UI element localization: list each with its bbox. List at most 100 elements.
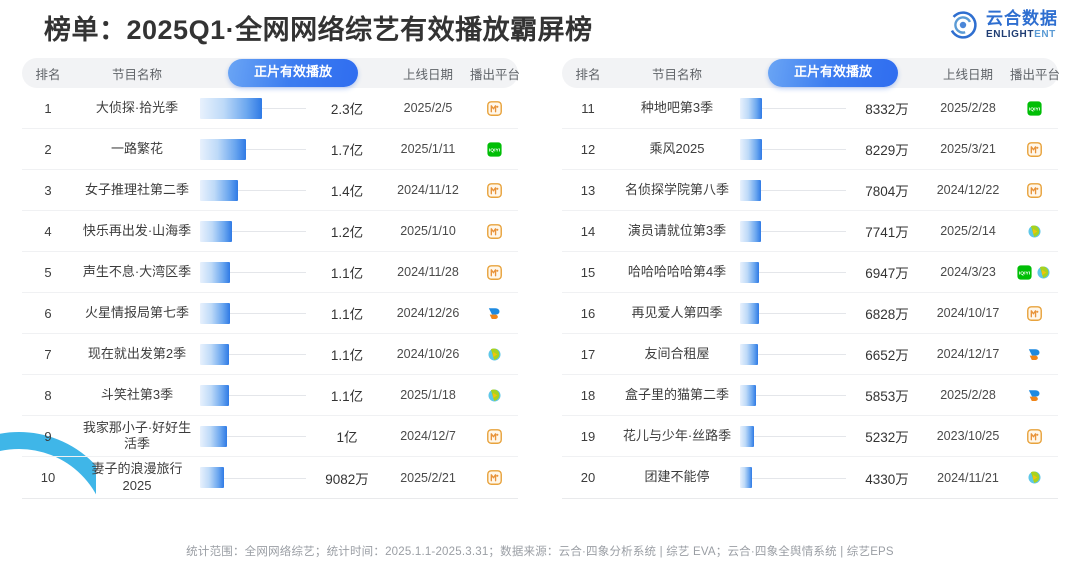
table-row[interactable]: 15 哈哈哈哈哈第4季 6947万 2024/3/23 iQIYI (562, 252, 1058, 293)
column-header-name: 节目名称 (111, 67, 162, 82)
cell-show-name: 盒子里的猫第二季 (624, 386, 729, 402)
cell-release-date: 2024/12/22 (936, 183, 1000, 197)
youku-icon (1028, 348, 1039, 360)
cell-release-date: 2024/10/17 (936, 306, 1000, 320)
cell-play-value: 1.7亿 (330, 143, 364, 158)
cell-rank: 10 (40, 470, 56, 485)
cell-play-value: 1.1亿 (330, 389, 364, 404)
column-header-plays[interactable]: 正片有效播放 (227, 59, 358, 87)
table-row[interactable]: 19 花儿与少年·丝路季 5232万 2023/10/25 (562, 416, 1058, 457)
table-row[interactable]: 2 一路繁花 1.7亿 2025/1/11 iQIYI (22, 129, 518, 170)
cell-play-value: 8229万 (865, 143, 909, 158)
table-row[interactable]: 1 大侦探·拾光季 2.3亿 2025/2/5 (22, 88, 518, 129)
cell-rank: 7 (44, 346, 52, 362)
poster-footer: 统计范围：全网网络综艺；统计时间：2025.1.1-2025.3.31；数据来源… (0, 542, 1080, 560)
mango-tv-icon (1026, 182, 1042, 198)
cell-rank: 17 (580, 346, 596, 362)
column-header-plays[interactable]: 正片有效播放 (767, 59, 898, 87)
cell-release-date: 2025/2/28 (940, 101, 996, 115)
table-row[interactable]: 11 种地吧第3季 8332万 2025/2/28 iQIYI (562, 88, 1058, 129)
cell-play-bar (200, 179, 308, 201)
svg-text:iQIYI: iQIYI (1028, 106, 1040, 112)
table-row[interactable]: 6 火星情报局第七季 1.1亿 2024/12/26 (22, 293, 518, 334)
bar-fill (200, 425, 227, 447)
cell-release-date: 2024/12/17 (936, 347, 1000, 361)
cell-play-value: 9082万 (325, 471, 369, 487)
cell-release-date: 2025/3/21 (940, 142, 996, 156)
bar-track (200, 272, 306, 273)
brand-name-en: ENLIGHTENT (986, 30, 1058, 40)
cell-rank: 12 (580, 141, 596, 157)
bar-track (200, 436, 306, 437)
cell-platform (1010, 141, 1058, 158)
table-row[interactable]: 13 名侦探学院第八季 7804万 2024/12/22 (562, 170, 1058, 211)
cell-play-bar (200, 467, 308, 489)
cell-play-bar (200, 138, 308, 160)
bar-track (740, 108, 846, 109)
cell-show-name: 我家那小子·好好生活季 (82, 419, 192, 451)
column-header-platform: 播出平台 (1010, 67, 1061, 82)
table-row[interactable]: 9 我家那小子·好好生活季 1亿 2024/12/7 (22, 416, 518, 457)
bar-track (740, 354, 846, 355)
cell-play-bar (200, 384, 308, 406)
table-row[interactable]: 17 友间合租屋 6652万 2024/12/17 (562, 334, 1058, 375)
bar-track (740, 149, 846, 150)
table-row[interactable]: 7 现在就出发第2季 1.1亿 2024/10/26 (22, 334, 518, 375)
cell-platform (470, 346, 518, 363)
table-row[interactable]: 12 乘风2025 8229万 2025/3/21 (562, 129, 1058, 170)
cell-play-bar (740, 343, 848, 365)
table-row[interactable]: 18 盒子里的猫第二季 5853万 2025/2/28 (562, 375, 1058, 416)
cell-show-name: 女子推理社第二季 (84, 181, 189, 197)
bar-fill (740, 467, 752, 488)
cell-rank: 18 (580, 387, 596, 403)
cell-play-value: 6828万 (865, 307, 909, 322)
table-row[interactable]: 4 快乐再出发·山海季 1.2亿 2025/1/10 (22, 211, 518, 252)
table-row[interactable]: 5 声生不息·大湾区季 1.1亿 2024/11/28 (22, 252, 518, 293)
cell-play-bar (740, 261, 848, 283)
bar-fill (740, 425, 755, 447)
bar-fill (740, 179, 762, 201)
bar-track (740, 190, 846, 191)
table-row[interactable]: 10 妻子的浪漫旅行2025 9082万 2025/2/21 (22, 457, 518, 498)
tencent-video-icon (487, 347, 501, 361)
bar-track (200, 149, 306, 150)
table-row[interactable]: 16 再见爱人第四季 6828万 2024/10/17 (562, 293, 1058, 334)
mango-tv-icon (486, 100, 502, 116)
cell-release-date: 2025/2/28 (940, 388, 996, 402)
cell-play-value: 2.3亿 (330, 102, 364, 117)
cell-rank: 14 (580, 223, 596, 239)
svg-text:iQIYI: iQIYI (1019, 270, 1031, 276)
column-header-plays-wrap: 正片有效播放 (740, 59, 926, 87)
cell-play-value: 7804万 (865, 184, 909, 199)
cell-play-value: 4330万 (865, 471, 909, 487)
ranking-tables: 排名 节目名称 正片有效播放 上线日期 播出平台 1 大侦探·拾光季 2.3亿 202… (0, 58, 1080, 499)
column-header-name: 节目名称 (651, 67, 702, 82)
bar-fill (200, 220, 233, 242)
table-row[interactable]: 20 团建不能停 4330万 2024/11/21 (562, 457, 1058, 498)
cell-release-date: 2025/2/5 (403, 101, 453, 115)
cell-play-value: 8332万 (865, 102, 909, 117)
cell-release-date: 2025/2/14 (940, 224, 996, 238)
cell-platform (1010, 387, 1058, 404)
cell-play-bar (740, 467, 848, 489)
tencent-video-icon (1027, 471, 1041, 484)
cell-platform (1010, 428, 1058, 445)
bar-track (740, 477, 846, 479)
cell-show-name: 种地吧第3季 (640, 99, 714, 115)
cell-release-date: 2024/3/23 (940, 265, 996, 279)
cell-rank: 8 (44, 387, 52, 403)
table-row[interactable]: 14 演员请就位第3季 7741万 2025/2/14 (562, 211, 1058, 252)
tencent-video-icon (1037, 265, 1050, 279)
cell-rank: 6 (44, 305, 52, 321)
bar-fill (740, 302, 759, 324)
cell-platform (470, 469, 518, 486)
cell-rank: 13 (580, 182, 596, 198)
bar-track (200, 477, 306, 479)
table-row[interactable]: 3 女子推理社第二季 1.4亿 2024/11/12 (22, 170, 518, 211)
footer-note: 统计范围：全网网络综艺；统计时间：2025.1.1-2025.3.31；数据来源… (186, 546, 894, 558)
cell-play-value: 7741万 (865, 225, 909, 240)
cell-show-name: 再见爱人第四季 (631, 304, 723, 320)
table-row[interactable]: 8 斗笑社第3季 1.1亿 2025/1/18 (22, 375, 518, 416)
cell-play-bar (740, 179, 848, 201)
bar-fill (200, 179, 238, 201)
